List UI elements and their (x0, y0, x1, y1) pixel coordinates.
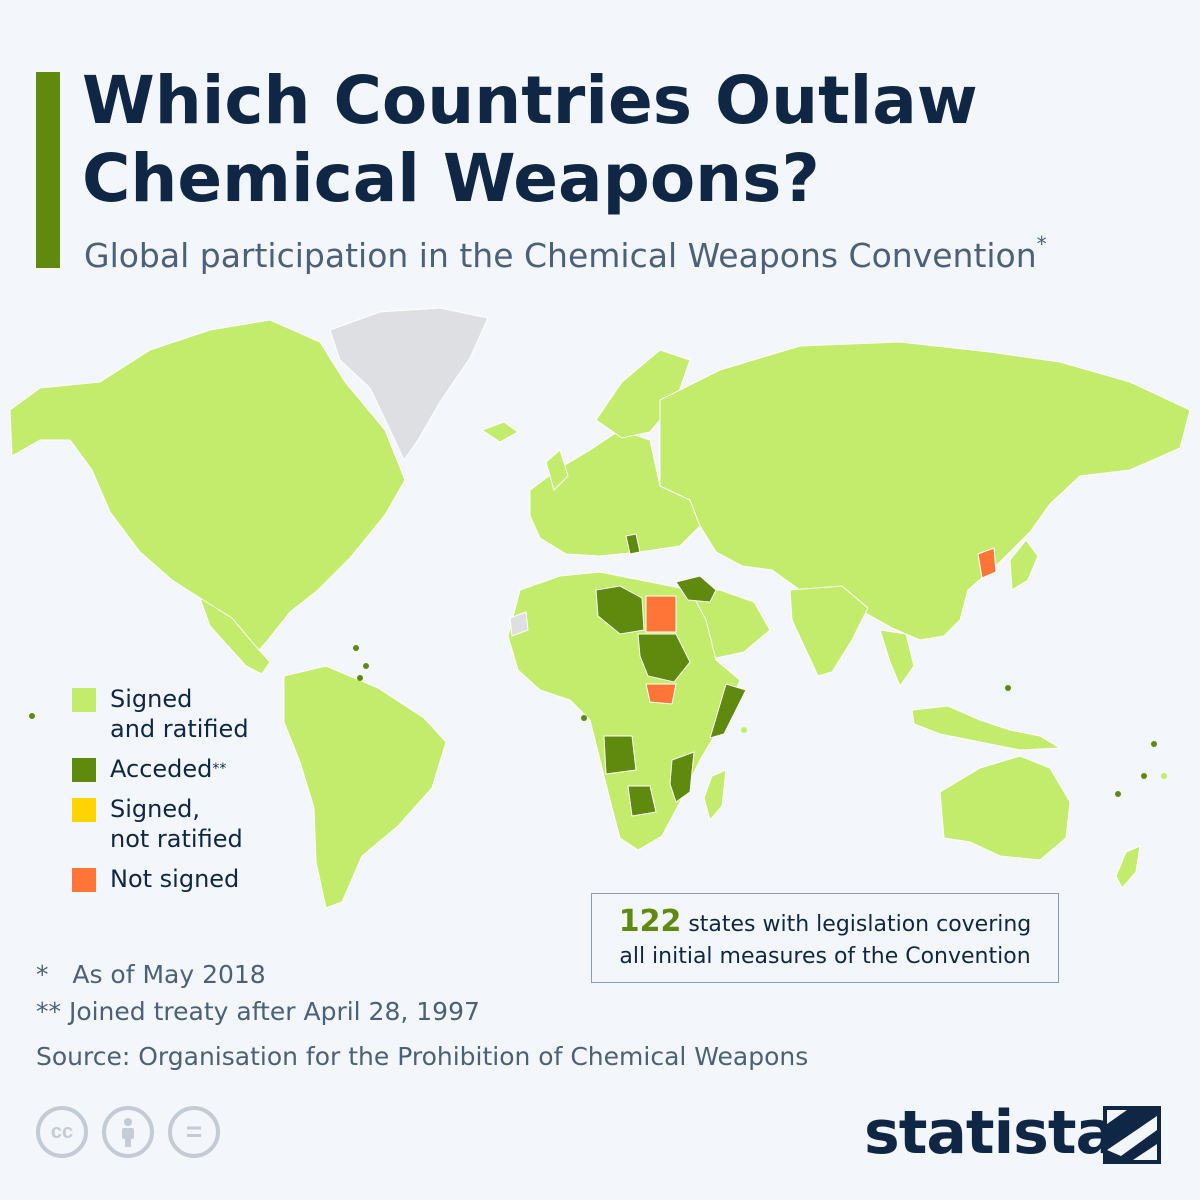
legend-label: Signed and ratified (110, 685, 249, 743)
region-scandinavia (595, 349, 691, 439)
statista-logo-icon[interactable] (1103, 1106, 1161, 1164)
legend-item-acceded: Acceded** (72, 754, 249, 784)
cc-icon[interactable]: cc (36, 1106, 88, 1158)
country-libya (595, 585, 645, 635)
page-title: Which Countries Outlaw Chemical Weapons? (82, 62, 978, 217)
country-somalia (709, 683, 747, 739)
legend-item-signed-not-ratified: Signed, not ratified (72, 794, 249, 854)
legend-swatch (72, 688, 96, 712)
subtitle: Global participation in the Chemical Wea… (84, 232, 1047, 275)
island-dot (1151, 741, 1157, 747)
callout-number: 122 (618, 904, 682, 939)
region-japan (1009, 539, 1039, 591)
footnotes: * As of May 2018 ** Joined treaty after … (36, 956, 808, 1075)
brand-logo-text[interactable]: statista (864, 1098, 1116, 1168)
legend: Signed and ratified Acceded** Signed, no… (72, 684, 249, 904)
subtitle-footnote-mark: * (1036, 232, 1047, 256)
country-moldova (625, 533, 641, 555)
region-iceland (480, 421, 519, 443)
country-north-korea (977, 547, 997, 579)
region-uk (545, 449, 569, 491)
island-dot (1161, 773, 1167, 779)
country-mozambique (669, 751, 695, 803)
source-note: Source: Organisation for the Prohibition… (36, 1042, 809, 1071)
legend-label: Acceded** (110, 755, 227, 783)
island-dot (581, 715, 587, 721)
country-south-sudan (645, 683, 677, 705)
legend-item-not-signed: Not signed (72, 864, 249, 894)
footnote-2: ** Joined treaty after April 28, 1997 (36, 997, 480, 1026)
country-egypt (645, 595, 677, 633)
region-indonesia (911, 705, 1062, 751)
legislation-callout: 122 states with legislation covering all… (591, 893, 1059, 983)
legend-swatch (72, 868, 96, 892)
island-dot (353, 645, 359, 651)
country-botswana (627, 785, 657, 817)
callout-line-2: all initial measures of the Convention (619, 944, 1031, 969)
footnote-1: * As of May 2018 (36, 960, 266, 989)
region-southeast-asia (879, 629, 915, 688)
legend-label: Not signed (110, 865, 240, 893)
accent-bar (36, 72, 60, 268)
region-asia (659, 341, 1191, 641)
region-new-zealand (1115, 845, 1141, 889)
region-india (789, 585, 869, 677)
region-australia (939, 755, 1071, 861)
legend-swatch (72, 758, 96, 782)
country-angola (603, 735, 637, 775)
no-derivatives-icon[interactable]: = (168, 1106, 220, 1158)
island-dot (741, 727, 747, 733)
island-dot (363, 663, 369, 669)
country-sudan (637, 633, 691, 683)
island-dot (1141, 773, 1147, 779)
legend-item-signed-ratified: Signed and ratified (72, 684, 249, 744)
world-map (9, 307, 1191, 909)
region-north-america (9, 319, 406, 659)
subtitle-text: Global participation in the Chemical Wea… (84, 236, 1037, 275)
region-madagascar (703, 769, 727, 822)
region-south-america (283, 665, 447, 909)
callout-line-1: 122 states with legislation covering (618, 904, 1032, 939)
island-dot (1115, 791, 1121, 797)
license-icons: cc = (36, 1106, 220, 1158)
region-central-america (199, 596, 271, 675)
island-dot (357, 675, 363, 681)
region-western-sahara (509, 611, 529, 637)
island-dot (29, 713, 35, 719)
region-greenland (329, 307, 489, 461)
attribution-icon[interactable] (102, 1106, 154, 1158)
country-iraq-syria (675, 575, 717, 603)
island-dot (1005, 685, 1011, 691)
legend-label: Signed, not ratified (110, 795, 243, 853)
legend-swatch (72, 798, 96, 822)
